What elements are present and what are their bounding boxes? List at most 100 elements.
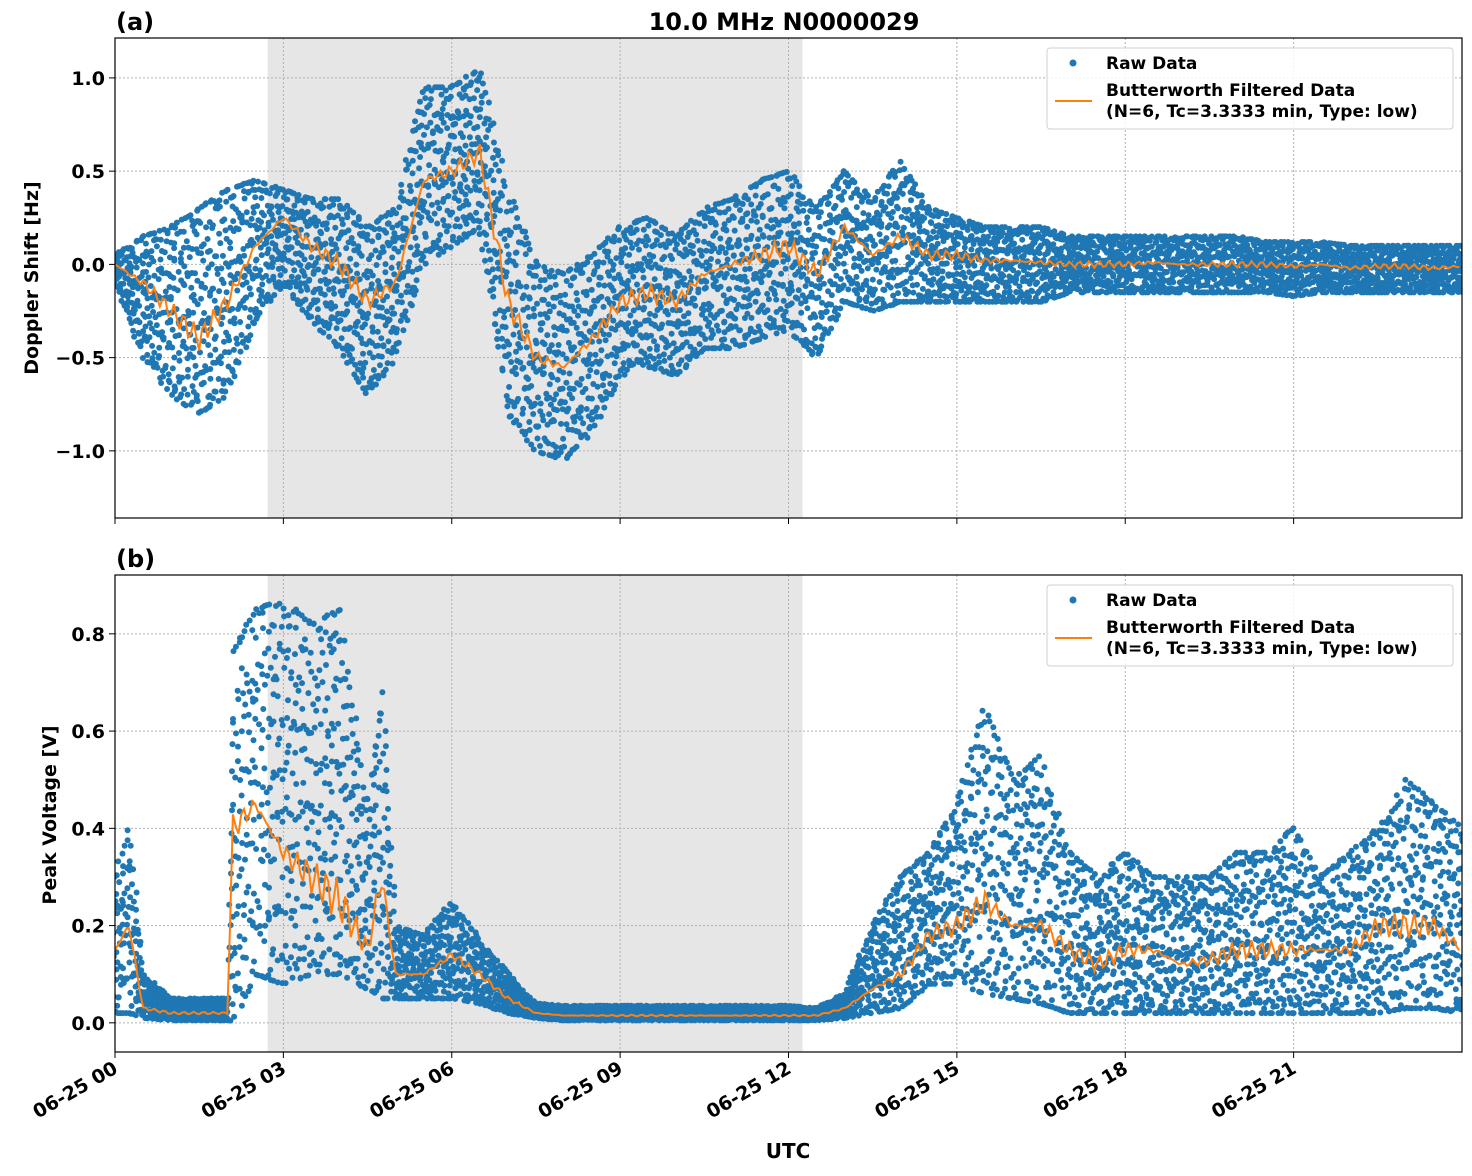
raw-data-point <box>170 327 176 333</box>
raw-data-point <box>744 245 750 251</box>
raw-data-point <box>865 265 871 271</box>
y-tick-label: −1.0 <box>55 441 105 463</box>
raw-data-point <box>490 286 496 292</box>
raw-data-point <box>702 223 708 229</box>
raw-data-point <box>512 365 518 371</box>
raw-data-point <box>580 420 586 426</box>
raw-data-point <box>547 381 553 387</box>
raw-data-point <box>783 309 789 315</box>
raw-data-point <box>707 263 713 269</box>
raw-data-point <box>156 355 162 361</box>
raw-data-point <box>242 305 248 311</box>
raw-data-point <box>560 386 566 392</box>
raw-data-point <box>194 392 200 398</box>
raw-data-point <box>798 235 804 241</box>
raw-data-point <box>383 367 389 373</box>
raw-data-point <box>872 242 878 248</box>
raw-data-point <box>236 360 242 366</box>
raw-data-point <box>821 281 827 287</box>
raw-data-point <box>289 260 295 266</box>
raw-data-point <box>589 287 595 293</box>
raw-data-point <box>520 406 526 412</box>
raw-data-point <box>390 361 396 367</box>
raw-data-point <box>350 210 356 216</box>
raw-data-point <box>800 208 806 214</box>
raw-data-point <box>578 404 584 410</box>
raw-data-point <box>365 311 371 317</box>
raw-data-point <box>778 230 784 236</box>
raw-data-point <box>257 267 263 273</box>
raw-data-point <box>233 336 239 342</box>
raw-data-point <box>254 257 260 263</box>
raw-data-point <box>541 297 547 303</box>
raw-data-point <box>571 386 577 392</box>
raw-data-point <box>583 386 589 392</box>
raw-data-point <box>863 225 869 231</box>
raw-data-point <box>610 318 616 324</box>
raw-data-point <box>181 229 187 235</box>
raw-data-point <box>659 322 665 328</box>
raw-data-point <box>457 80 463 86</box>
raw-data-point <box>717 236 723 242</box>
raw-data-point <box>340 221 346 227</box>
raw-data-point <box>417 220 423 226</box>
raw-data-point <box>894 195 900 201</box>
raw-data-point <box>773 259 779 265</box>
raw-data-point <box>851 179 857 185</box>
raw-data-point <box>438 128 444 134</box>
raw-data-point <box>175 287 181 293</box>
raw-data-point <box>611 234 617 240</box>
raw-data-point <box>625 343 631 349</box>
raw-data-point <box>556 342 562 348</box>
raw-data-point <box>178 250 184 256</box>
raw-data-point <box>472 69 478 75</box>
raw-data-point <box>266 223 272 229</box>
raw-data-point <box>227 239 233 245</box>
raw-data-point <box>474 169 480 175</box>
raw-data-point <box>692 303 698 309</box>
raw-data-point <box>669 331 675 337</box>
raw-data-point <box>553 391 559 397</box>
raw-data-point <box>745 286 751 292</box>
raw-data-point <box>146 274 152 280</box>
raw-data-point <box>994 284 1000 290</box>
raw-data-point <box>322 292 328 298</box>
raw-data-point <box>413 148 419 154</box>
raw-data-point <box>176 350 182 356</box>
raw-data-point <box>463 192 469 198</box>
raw-data-point <box>197 220 203 226</box>
raw-data-point <box>571 344 577 350</box>
raw-data-point <box>158 237 164 243</box>
raw-data-point <box>781 298 787 304</box>
raw-data-point <box>207 248 213 254</box>
raw-data-point <box>801 327 807 333</box>
raw-data-point <box>788 191 794 197</box>
raw-data-point <box>369 238 375 244</box>
raw-data-point <box>464 221 470 227</box>
raw-data-point <box>477 114 483 120</box>
raw-data-point <box>446 142 452 148</box>
raw-data-point <box>490 294 496 300</box>
raw-data-point <box>223 199 229 205</box>
raw-data-point <box>530 411 536 417</box>
raw-data-point <box>137 319 143 325</box>
raw-data-point <box>212 347 218 353</box>
raw-data-point <box>648 333 654 339</box>
raw-data-point <box>523 251 529 257</box>
raw-data-point <box>207 366 213 372</box>
raw-data-point <box>748 201 754 207</box>
raw-data-point <box>611 288 617 294</box>
raw-data-point <box>693 231 699 237</box>
raw-data-point <box>925 261 931 267</box>
raw-data-point <box>437 232 443 238</box>
raw-data-point <box>890 275 896 281</box>
raw-data-point <box>845 286 851 292</box>
raw-data-point <box>526 419 532 425</box>
raw-data-point <box>702 286 708 292</box>
raw-data-point <box>334 276 340 282</box>
raw-data-point <box>765 191 771 197</box>
raw-data-point <box>183 346 189 352</box>
raw-data-point <box>755 236 761 242</box>
raw-data-point <box>611 262 617 268</box>
raw-data-point <box>247 285 253 291</box>
